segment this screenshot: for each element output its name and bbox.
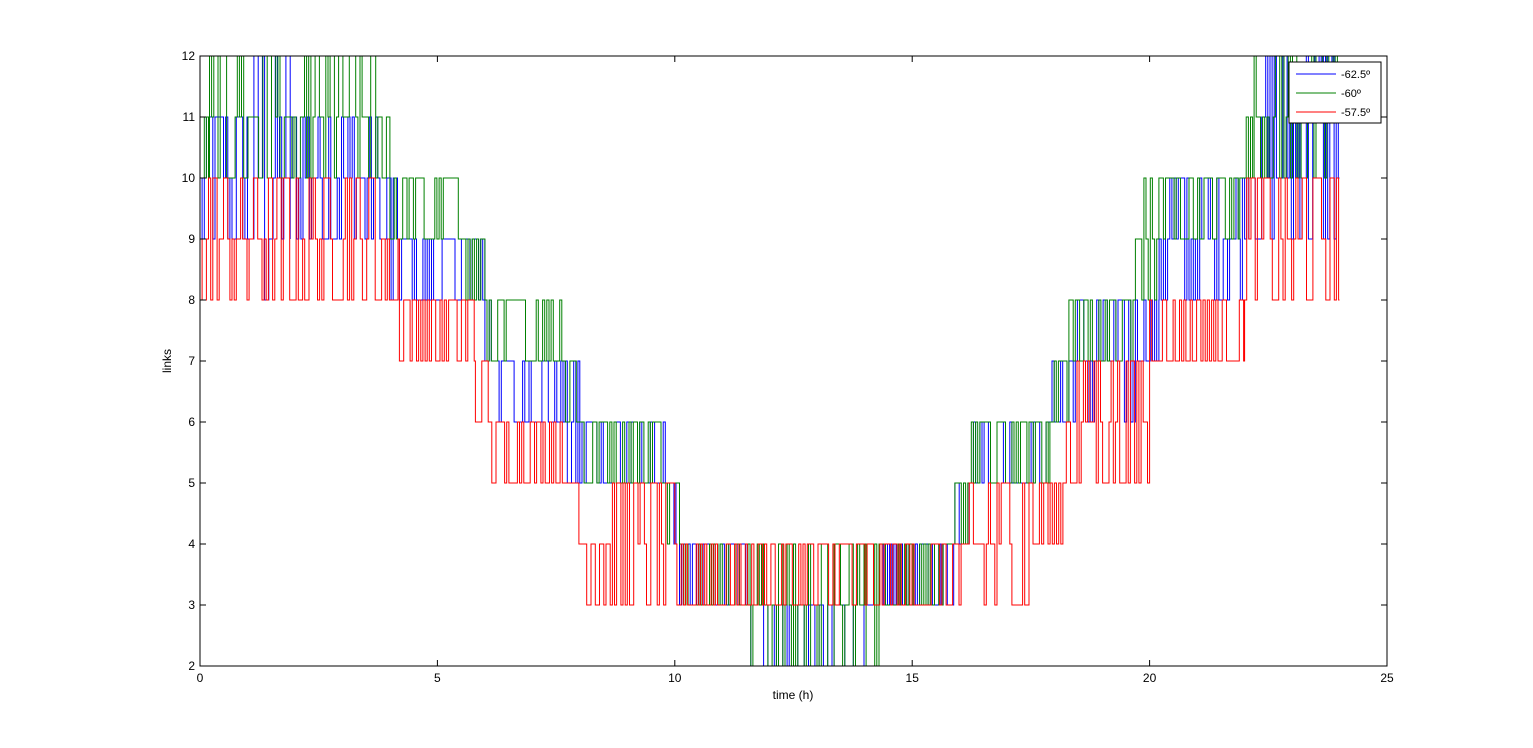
- x-tick-label: 0: [197, 671, 204, 685]
- tick-layer: 0 5 10 15 20 25 2 3 4 5 6 7 8 9 10 11 12: [182, 49, 1394, 685]
- x-axis-label: time (h): [773, 688, 814, 702]
- legend-label-2: -57.5º: [1341, 107, 1370, 119]
- y-tick-label: 2: [188, 659, 195, 673]
- x-tick-label: 5: [434, 671, 441, 685]
- y-axis-label: links: [160, 349, 174, 373]
- x-tick-label: 25: [1380, 671, 1394, 685]
- series-line-2: [200, 177, 1340, 606]
- legend-label-0: -62.5º: [1341, 69, 1370, 81]
- legend: -62.5º -60º -57.5º: [1288, 61, 1382, 124]
- y-tick-label: 5: [188, 476, 195, 490]
- x-tick-label: 10: [668, 671, 682, 685]
- y-tick-label: 12: [182, 49, 196, 63]
- y-tick-label: 3: [188, 598, 195, 612]
- y-tick-label: 4: [188, 537, 195, 551]
- y-tick-label: 8: [188, 293, 195, 307]
- y-tick-label: 7: [188, 354, 195, 368]
- y-tick-label: 9: [188, 232, 195, 246]
- x-tick-label: 15: [906, 671, 920, 685]
- legend-label-1: -60º: [1341, 88, 1361, 100]
- x-tick-label: 20: [1143, 671, 1157, 685]
- y-tick-label: 11: [183, 110, 196, 124]
- y-tick-label: 6: [188, 415, 195, 429]
- y-tick-label: 10: [182, 171, 196, 185]
